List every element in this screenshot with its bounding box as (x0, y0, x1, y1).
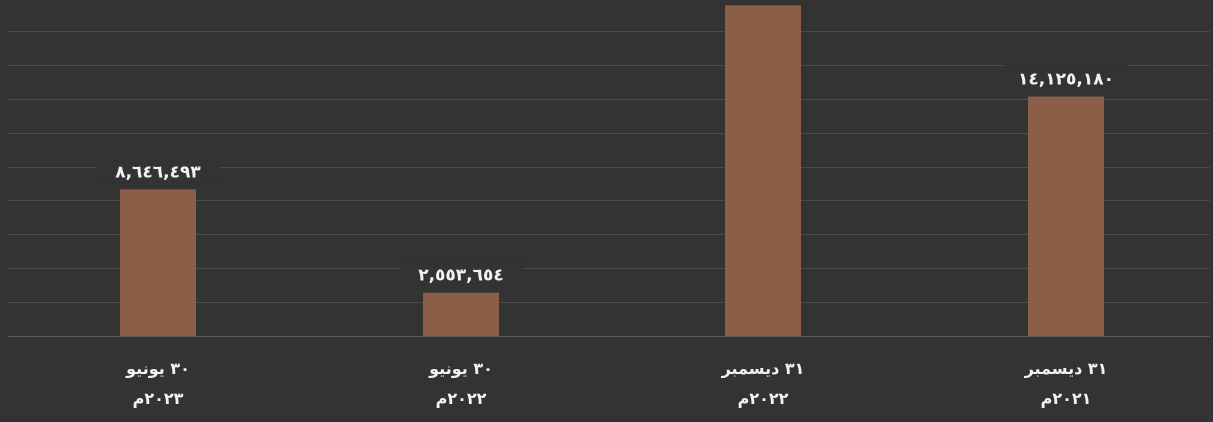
x-tick-label: ٢٠٢٢م (436, 389, 487, 408)
data-label-group: ٢,٥٥٣,٦٥٤ (399, 260, 523, 287)
data-label: ٢,٥٥٣,٦٥٤ (418, 266, 504, 286)
x-tick-label: ٣٠ يونيو (125, 359, 190, 378)
x-tick-label: ٣١ ديسمبر (721, 359, 805, 378)
x-tick-label: ٢٠٢٣م (133, 389, 184, 408)
bar (120, 189, 196, 336)
gridlines (8, 31, 1210, 337)
data-label: ٨,٦٤٦,٤٩٣ (115, 162, 201, 182)
bar (1028, 96, 1104, 336)
x-tick-label: ٣١ ديسمبر (1024, 359, 1108, 378)
data-label-group: ١٤,١٢٥,١٨٠ (1004, 64, 1128, 91)
data-label-background (1004, 64, 1128, 91)
x-tick-label: ٣٠ يونيو (428, 359, 493, 378)
data-label: ١٤,١٢٥,١٨٠ (1018, 70, 1114, 90)
data-label-background (96, 157, 220, 184)
x-tick-label: ٢٠٢٢م (738, 389, 789, 408)
bars (120, 5, 1104, 336)
bar (725, 5, 801, 336)
data-label-group: ٨,٦٤٦,٤٩٣ (96, 157, 220, 184)
x-tick-label: ٢٠٢١م (1041, 389, 1092, 408)
bar (423, 292, 499, 336)
x-axis-tick-labels: ٣٠ يونيو ٢٠٢٣م ٣٠ يونيو ٢٠٢٢م ٣١ ديسمبر ٢٠٢٢م… (125, 359, 1107, 408)
data-label-background (399, 260, 523, 287)
